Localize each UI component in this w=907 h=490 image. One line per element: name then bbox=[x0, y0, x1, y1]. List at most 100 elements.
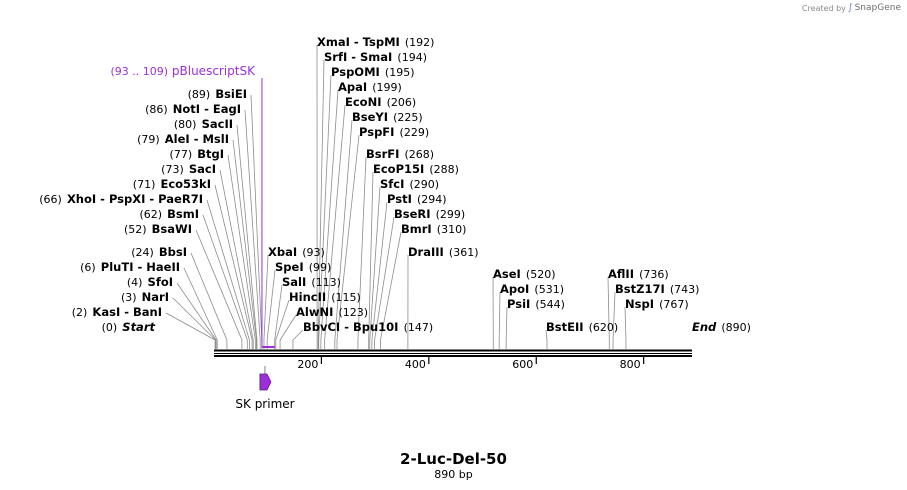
site-label-bsteii[interactable]: BstEII (620) bbox=[546, 316, 618, 335]
site-position: (71) bbox=[133, 178, 156, 191]
enzyme-name: SacII bbox=[202, 117, 233, 131]
enzyme-name: NarI bbox=[142, 290, 169, 304]
site-label-eco53ki[interactable]: (71) Eco53kI bbox=[133, 173, 211, 192]
site-label-sfoi[interactable]: (4) SfoI bbox=[127, 271, 173, 290]
site-position: (79) bbox=[137, 133, 160, 146]
site-label-bstz17i[interactable]: BstZ17I (743) bbox=[615, 278, 699, 297]
site-position: (288) bbox=[429, 163, 459, 176]
sequence-length: 890 bp bbox=[434, 468, 473, 481]
site-label-xhoi-pspxi-paer7i[interactable]: (66) XhoI - PspXI - PaeR7I bbox=[39, 188, 203, 207]
enzyme-name: BmrI bbox=[401, 222, 432, 236]
site-label-alwni[interactable]: AlwNI (123) bbox=[296, 301, 368, 320]
site-label-kasi-bani[interactable]: (2) KasI - BanI bbox=[72, 301, 162, 320]
site-label-pluti-haeii[interactable]: (6) PluTI - HaeII bbox=[80, 256, 180, 275]
site-position: (3) bbox=[121, 291, 137, 304]
site-label-aflii[interactable]: AflII (736) bbox=[608, 263, 669, 282]
site-label-btgi[interactable]: (77) BtgI bbox=[170, 143, 224, 162]
site-position: (294) bbox=[417, 193, 447, 206]
site-label-noti-eagi[interactable]: (86) NotI - EagI bbox=[145, 98, 241, 117]
site-label-psii[interactable]: PsiI (544) bbox=[507, 293, 565, 312]
site-label-ecop15i[interactable]: EcoP15I (288) bbox=[373, 158, 459, 177]
site-label-asei[interactable]: AseI (520) bbox=[493, 263, 556, 282]
primer-arrow-icon[interactable] bbox=[259, 373, 272, 391]
enzyme-name: KasI - BanI bbox=[92, 305, 162, 319]
site-label-end[interactable]: End (890) bbox=[692, 316, 751, 335]
enzyme-name: AflII bbox=[608, 267, 634, 281]
site-position: (290) bbox=[409, 178, 439, 191]
sequence-title: 2-Luc-Del-50 bbox=[400, 450, 507, 468]
leader-line-saci bbox=[219, 169, 254, 349]
enzyme-name: SpeI bbox=[275, 260, 304, 274]
enzyme-name: BseRI bbox=[394, 207, 431, 221]
enzyme-name: XhoI - PspXI - PaeR7I bbox=[67, 192, 203, 206]
site-label-start[interactable]: (0) Start bbox=[102, 316, 156, 335]
leader-line-bsteii bbox=[545, 329, 548, 349]
leader-line-bbsi bbox=[190, 252, 228, 349]
site-label-xmai-tspmi[interactable]: XmaI - TspMI (192) bbox=[317, 31, 434, 50]
site-label-bsiei[interactable]: (89) BsiEI bbox=[188, 83, 247, 102]
primer-binding-label[interactable]: (93 .. 109) pBluescriptSK bbox=[111, 64, 257, 78]
site-label-bseri[interactable]: BseRI (299) bbox=[394, 203, 465, 222]
enzyme-name: PspOMI bbox=[331, 65, 380, 79]
site-label-bsawi[interactable]: (52) BsaWI bbox=[124, 218, 192, 237]
site-label-nspi[interactable]: NspI (767) bbox=[625, 293, 689, 312]
site-label-bseyi[interactable]: BseYI (225) bbox=[352, 106, 423, 125]
leader-line-nari bbox=[172, 297, 217, 349]
leader-line-bmri bbox=[380, 231, 402, 349]
leader-line-sali bbox=[274, 284, 283, 349]
site-label-bbvci-bpu10i[interactable]: BbvCI - Bpu10I (147) bbox=[303, 316, 433, 335]
site-label-pspomi[interactable]: PspOMI (195) bbox=[331, 61, 415, 80]
site-label-apai[interactable]: ApaI (199) bbox=[338, 76, 402, 95]
site-label-xbai[interactable]: XbaI (93) bbox=[268, 241, 325, 260]
site-label-pspfi[interactable]: PspFI (229) bbox=[359, 121, 429, 140]
leader-line-bsrfi bbox=[357, 156, 367, 349]
enzyme-name: BsaWI bbox=[152, 222, 192, 236]
leader-line-nspi bbox=[624, 306, 627, 349]
enzyme-name: BsmI bbox=[167, 207, 199, 221]
enzyme-name: AseI bbox=[493, 267, 521, 281]
site-label-sacii[interactable]: (80) SacII bbox=[174, 113, 233, 132]
enzyme-name: Eco53kI bbox=[160, 177, 211, 191]
sk-primer[interactable]: SK primer bbox=[235, 366, 295, 411]
site-label-sfci[interactable]: SfcI (290) bbox=[380, 173, 439, 192]
site-label-bsrfi[interactable]: BsrFI (268) bbox=[366, 143, 434, 162]
site-label-alei-msli[interactable]: (79) AleI - MslI bbox=[137, 128, 229, 147]
site-label-psti[interactable]: PstI (294) bbox=[387, 188, 447, 207]
site-position: (520) bbox=[526, 268, 556, 281]
site-label-bmri[interactable]: BmrI (310) bbox=[401, 218, 466, 237]
leader-line-bstz17i bbox=[612, 291, 616, 349]
site-position: (743) bbox=[670, 283, 700, 296]
site-label-saci[interactable]: (73) SacI bbox=[161, 158, 216, 177]
site-label-nari[interactable]: (3) NarI bbox=[121, 286, 169, 305]
site-label-apoi[interactable]: ApoI (531) bbox=[500, 278, 564, 297]
site-label-sali[interactable]: SalI (113) bbox=[282, 271, 341, 290]
site-label-hincii[interactable]: HincII (115) bbox=[289, 286, 361, 305]
enzyme-name: DraIII bbox=[408, 245, 444, 259]
site-position: (80) bbox=[174, 118, 197, 131]
enzyme-name: AlwNI bbox=[296, 305, 333, 319]
primer-label: SK primer bbox=[235, 397, 294, 411]
site-position: (0) bbox=[102, 321, 118, 334]
site-label-econi[interactable]: EcoNI (206) bbox=[345, 91, 416, 110]
site-label-srfi-smai[interactable]: SrfI - SmaI (194) bbox=[324, 46, 427, 65]
site-position: (6) bbox=[80, 261, 96, 274]
axis-ticks: 200 400 600 800 bbox=[297, 357, 645, 371]
site-position: (24) bbox=[131, 246, 154, 259]
site-position: (93) bbox=[302, 246, 325, 259]
site-label-spei[interactable]: SpeI (99) bbox=[275, 256, 331, 275]
site-position: (4) bbox=[127, 276, 143, 289]
leader-line-pluti-haeii bbox=[183, 267, 218, 349]
enzyme-name: XmaI - TspMI bbox=[317, 35, 400, 49]
site-position: (299) bbox=[436, 208, 466, 221]
site-position: (890) bbox=[721, 321, 751, 334]
credit-prefix: Created by bbox=[801, 3, 846, 13]
leader-line-sfci bbox=[369, 186, 381, 349]
site-label-bsmi[interactable]: (62) BsmI bbox=[139, 203, 199, 222]
site-leader-lines bbox=[165, 44, 627, 349]
enzyme-name: ApaI bbox=[338, 80, 367, 94]
site-label-draiii[interactable]: DraIII (361) bbox=[408, 241, 479, 260]
site-label-bbsi[interactable]: (24) BbsI bbox=[131, 241, 187, 260]
site-position: (52) bbox=[124, 223, 147, 236]
tick-label-600: 600 bbox=[512, 358, 533, 371]
